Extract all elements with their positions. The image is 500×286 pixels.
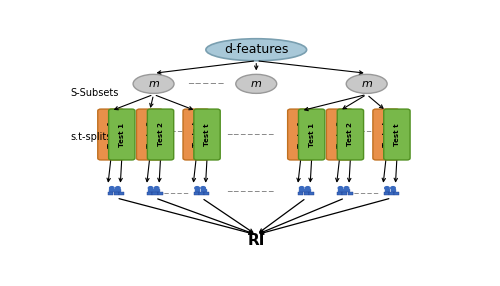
FancyBboxPatch shape	[298, 109, 325, 160]
Ellipse shape	[133, 74, 174, 94]
FancyBboxPatch shape	[108, 192, 114, 194]
Ellipse shape	[195, 187, 200, 190]
FancyBboxPatch shape	[344, 189, 349, 191]
FancyBboxPatch shape	[384, 192, 388, 194]
Ellipse shape	[236, 74, 277, 94]
FancyBboxPatch shape	[394, 192, 399, 194]
Ellipse shape	[306, 187, 310, 190]
Text: Test t: Test t	[394, 123, 400, 146]
Text: Train t: Train t	[193, 122, 199, 148]
FancyBboxPatch shape	[147, 192, 152, 194]
FancyBboxPatch shape	[288, 109, 314, 160]
Ellipse shape	[384, 187, 389, 190]
FancyBboxPatch shape	[152, 192, 158, 194]
Ellipse shape	[344, 187, 349, 190]
FancyBboxPatch shape	[337, 192, 342, 194]
FancyBboxPatch shape	[148, 109, 174, 160]
Ellipse shape	[110, 187, 114, 190]
Text: Train 2: Train 2	[336, 121, 342, 148]
FancyBboxPatch shape	[304, 192, 308, 194]
FancyBboxPatch shape	[199, 192, 204, 194]
FancyBboxPatch shape	[342, 192, 347, 194]
FancyBboxPatch shape	[136, 109, 163, 160]
Text: Test t: Test t	[204, 123, 210, 146]
FancyBboxPatch shape	[306, 189, 310, 191]
FancyBboxPatch shape	[119, 192, 124, 194]
Text: ─ ─ ─ ─ ─ ─ ─: ─ ─ ─ ─ ─ ─ ─	[227, 187, 274, 196]
Text: ─ ─ ─ ─ ─ ─ ─: ─ ─ ─ ─ ─ ─ ─	[227, 130, 274, 139]
FancyBboxPatch shape	[200, 189, 205, 191]
Ellipse shape	[116, 187, 120, 190]
FancyBboxPatch shape	[116, 189, 120, 191]
FancyBboxPatch shape	[389, 192, 394, 194]
FancyBboxPatch shape	[183, 109, 210, 160]
FancyBboxPatch shape	[194, 189, 200, 191]
FancyBboxPatch shape	[110, 189, 114, 191]
FancyBboxPatch shape	[309, 192, 314, 194]
Ellipse shape	[201, 187, 205, 190]
Ellipse shape	[390, 187, 396, 190]
FancyBboxPatch shape	[300, 189, 304, 191]
Text: ─ ─ ─ ─ ─: ─ ─ ─ ─ ─	[348, 191, 378, 197]
FancyBboxPatch shape	[348, 192, 352, 194]
FancyBboxPatch shape	[298, 192, 304, 194]
Ellipse shape	[300, 187, 304, 190]
Text: RI: RI	[248, 233, 265, 248]
FancyBboxPatch shape	[337, 109, 363, 160]
FancyBboxPatch shape	[204, 192, 210, 194]
FancyBboxPatch shape	[98, 109, 124, 160]
Text: Test 2: Test 2	[348, 123, 354, 146]
Ellipse shape	[148, 187, 153, 190]
Text: d-features: d-features	[224, 43, 288, 56]
Text: ─ ─ ─ ─ ─: ─ ─ ─ ─ ─	[158, 191, 188, 197]
Ellipse shape	[154, 187, 159, 190]
Text: ─ ─ ─: ─ ─ ─	[164, 129, 182, 135]
FancyBboxPatch shape	[114, 192, 119, 194]
FancyBboxPatch shape	[373, 109, 399, 160]
Ellipse shape	[206, 39, 306, 61]
FancyBboxPatch shape	[338, 189, 343, 191]
Text: m: m	[361, 79, 372, 89]
Text: S-Subsets: S-Subsets	[70, 88, 118, 98]
FancyBboxPatch shape	[384, 189, 390, 191]
Text: ─ ─ ─: ─ ─ ─	[354, 129, 372, 135]
FancyBboxPatch shape	[194, 109, 220, 160]
FancyBboxPatch shape	[194, 192, 198, 194]
FancyBboxPatch shape	[390, 189, 396, 191]
FancyBboxPatch shape	[158, 192, 163, 194]
FancyBboxPatch shape	[148, 189, 153, 191]
FancyBboxPatch shape	[326, 109, 352, 160]
Text: m: m	[148, 79, 159, 89]
FancyBboxPatch shape	[154, 189, 159, 191]
FancyBboxPatch shape	[108, 109, 135, 160]
Text: Train 1: Train 1	[298, 121, 304, 148]
Text: Train 2: Train 2	[146, 121, 152, 148]
Text: ─ ─ ─ ─ ─: ─ ─ ─ ─ ─	[188, 80, 224, 88]
Text: Test 1: Test 1	[119, 122, 125, 146]
Text: Test 2: Test 2	[158, 123, 164, 146]
Text: m: m	[251, 79, 262, 89]
FancyBboxPatch shape	[384, 109, 410, 160]
Text: s.t-splits: s.t-splits	[70, 132, 112, 142]
Text: Train 1: Train 1	[108, 121, 114, 148]
Text: Train t: Train t	[383, 122, 389, 148]
Text: Test 1: Test 1	[308, 122, 314, 146]
Ellipse shape	[338, 187, 342, 190]
Ellipse shape	[346, 74, 387, 94]
